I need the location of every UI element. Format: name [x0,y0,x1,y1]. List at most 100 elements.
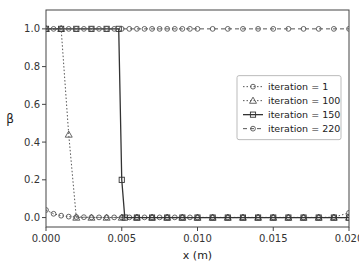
x-tick-label: 0.010 [183,233,212,244]
series-marker [165,215,170,220]
series-marker [103,214,110,220]
series-marker [225,215,230,220]
series-marker [157,26,162,31]
y-tick-label: 0.4 [24,137,40,148]
series-marker [286,215,291,220]
y-tick [42,142,46,143]
legend-marker [251,126,256,131]
series-marker [46,26,48,31]
series-marker [256,215,261,220]
series-marker [46,26,49,31]
series-marker [122,215,127,220]
series-marker [66,214,71,219]
series-marker [89,26,94,31]
legend-marker [250,97,257,103]
x-tick-label: 0.020 [335,233,359,244]
series-marker [240,215,245,220]
series-marker [112,26,117,31]
y-tick-label: 1.0 [24,23,40,34]
y-tick-label: 0.6 [24,99,40,110]
series-marker [150,215,155,220]
series-marker [241,215,246,220]
series-marker [195,26,200,31]
series-marker [89,26,94,31]
y-tick-label: 0.0 [24,212,40,223]
series-marker [150,26,155,31]
series-marker [59,213,64,218]
series-marker [331,215,336,220]
series-marker [104,26,109,31]
series-marker [180,215,185,220]
series-marker [149,215,154,220]
x-tick [273,227,274,231]
legend-marker [251,84,256,89]
x-tick [197,227,198,231]
series-marker [315,214,322,220]
series-marker [179,214,186,220]
y-axis-label: β [6,112,14,126]
series-marker [300,214,307,220]
y-tick [42,28,46,29]
series-marker [209,214,216,220]
series-marker [135,215,140,220]
series-marker [331,215,336,220]
x-tick-label: 0.015 [259,233,288,244]
series-marker [331,26,336,31]
series-marker [316,26,321,31]
series-marker [74,26,79,31]
x-tick-label: 0.000 [32,233,61,244]
series-marker [59,26,64,31]
series-marker [210,215,215,220]
series-marker [210,26,215,31]
series-marker [301,215,306,220]
plot-area [46,25,349,220]
series-marker [286,26,291,31]
series-marker [301,215,306,220]
legend: iteration = 1iteration = 100iteration = … [237,76,341,140]
series-marker [301,26,306,31]
series-marker [271,26,276,31]
series-marker [149,214,156,220]
series-marker [271,215,276,220]
series-marker [195,215,200,220]
series-marker [195,215,200,220]
x-tick-label: 0.005 [107,233,136,244]
series-line [46,29,349,218]
series-marker [88,214,95,220]
series-marker [165,26,170,31]
x-axis-label: x (m) [183,249,212,262]
series-marker [165,215,170,220]
series-marker [270,214,277,220]
series-marker [225,215,230,220]
series-marker [285,214,292,220]
series-marker [66,26,71,31]
series-marker [346,214,350,220]
series-marker [65,131,72,137]
series-line [46,29,349,218]
series-marker [119,26,124,31]
y-tick [42,66,46,67]
legend-label: iteration = 100 [268,95,340,106]
series-marker [239,214,246,220]
series-marker [225,26,230,31]
series-marker [316,215,321,220]
series-marker [224,214,231,220]
x-tick [349,227,350,231]
series-marker [188,26,193,31]
series-marker [74,26,79,31]
series-marker [135,26,140,31]
y-tick [42,104,46,105]
series-marker [133,214,140,220]
series-marker [51,211,56,216]
series-marker [347,26,349,31]
series-marker [286,215,291,220]
series-marker [255,214,262,220]
series-marker [241,26,246,31]
series-marker [346,215,349,220]
chart: 0.0000.0050.0100.0150.0200.00.20.40.60.8… [0,0,359,267]
series-marker [73,214,80,220]
series-marker [194,214,201,220]
series-marker [142,26,147,31]
legend-label: iteration = 220 [268,123,340,134]
series-marker [81,26,86,31]
